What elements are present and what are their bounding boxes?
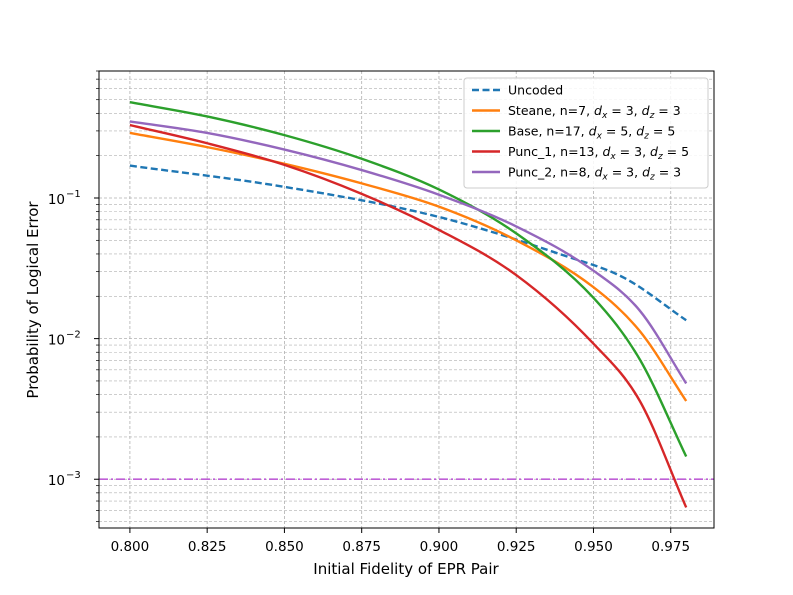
legend-label: Punc_2, n=8, dx = 3, dz = 3 [508,165,681,183]
x-tick-label: 0.900 [420,539,459,555]
legend-item: Punc_2, n=8, dx = 3, dz = 3 [472,165,681,183]
y-tick-exponent: −1 [66,189,81,200]
y-tick-exponent: −3 [66,470,81,481]
plot-frame [98,70,715,529]
data-series [129,101,688,508]
series-line-4 [129,120,688,385]
series-line-0 [129,164,687,322]
y-tick-label: 10 −3 [48,470,81,489]
y-axis-title: Probability of Logical Error [24,201,42,399]
legend-item: Uncoded [472,83,563,98]
y-axis: 10−310−210−1 [48,70,99,522]
y-tick-base: 10 [48,192,65,208]
x-tick-label: 0.925 [497,539,536,555]
y-tick-label: 10 −2 [48,330,81,349]
legend-box [463,77,709,189]
x-axis-title: Initial Fidelity of EPR Pair [313,560,499,578]
y-tick-base: 10 [48,473,65,489]
legend-label: Uncoded [508,83,563,98]
x-tick-label: 0.950 [574,539,613,555]
series-line-1 [129,131,688,402]
x-tick-label: 0.825 [188,539,227,555]
legend-item: Base, n=17, dx = 5, dz = 5 [472,124,675,142]
legend-item: Steane, n=7, dx = 3, dz = 3 [472,103,681,121]
y-tick-exponent: −2 [66,330,81,341]
series-line-2 [129,101,688,458]
legend-item: Punc_1, n=13, dx = 3, dz = 5 [472,144,689,162]
x-axis: 0.800 0.825 0.850 0.875 0.900 0.925 0.950 0.975 [111,528,690,555]
y-tick-label: 10 −1 [48,189,81,208]
legend-label: Steane, n=7, dx = 3, dz = 3 [508,103,681,121]
x-tick-label: 0.975 [651,539,690,555]
y-tick-base: 10 [48,333,65,349]
legend-label: Base, n=17, dx = 5, dz = 5 [508,124,675,142]
x-tick-label: 0.850 [265,539,304,555]
legend-label: Punc_1, n=13, dx = 3, dz = 5 [508,144,689,162]
legend: Uncoded Steane, n=7, dx = 3, dz = 3 Base, … [463,77,709,189]
x-tick-label: 0.875 [342,539,381,555]
x-tick-label: 0.800 [111,539,150,555]
series-line-3 [129,123,688,508]
